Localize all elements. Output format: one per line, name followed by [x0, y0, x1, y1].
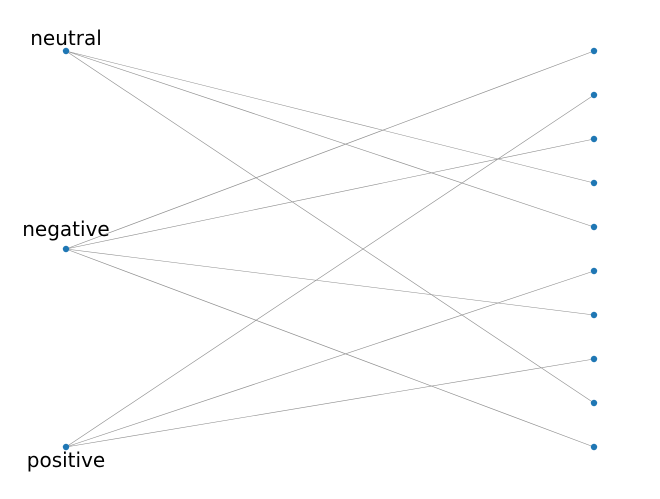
edge-l1-r9 [65, 248, 595, 448]
edge-l0-r8 [65, 50, 595, 404]
node-r8 [590, 399, 598, 407]
node-r3 [590, 179, 598, 187]
node-r2 [590, 135, 598, 143]
edges-layer [65, 50, 595, 448]
edge-l1-r0 [65, 50, 595, 250]
node-l0 [62, 47, 70, 55]
node-r0 [590, 47, 598, 55]
edge-l2-r7 [65, 358, 595, 448]
node-r6 [590, 311, 598, 319]
node-r5 [590, 267, 598, 275]
node-label-positive: positive [27, 448, 105, 472]
node-l1 [62, 245, 70, 253]
edge-l0-r3 [65, 50, 595, 184]
edge-l1-r6 [65, 248, 595, 316]
edge-l2-r5 [65, 270, 595, 448]
node-r1 [590, 91, 598, 99]
node-r9 [590, 443, 598, 451]
edge-l0-r4 [65, 50, 595, 228]
node-label-negative: negative [22, 217, 109, 241]
edge-l2-r1 [65, 94, 595, 448]
nodes-layer [62, 47, 598, 451]
node-r7 [590, 355, 598, 363]
node-r4 [590, 223, 598, 231]
labels-layer: neutral negative positive [22, 26, 109, 472]
edge-l1-r2 [65, 138, 595, 250]
node-l2 [62, 443, 70, 451]
node-label-neutral: neutral [30, 26, 102, 50]
